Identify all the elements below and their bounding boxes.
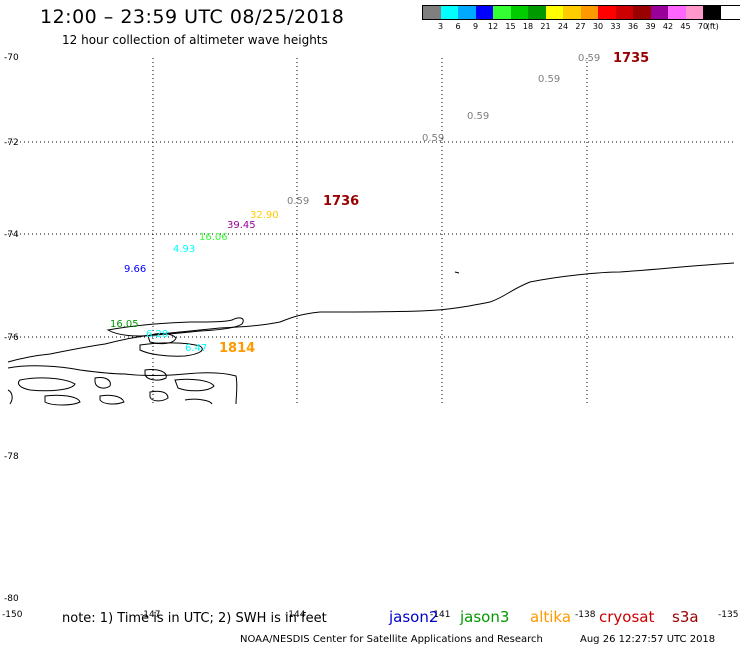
legend-label: 24 — [557, 22, 569, 31]
legend-label: 27 — [575, 22, 586, 31]
wave-height: 0.59 — [467, 111, 489, 122]
pass-time: 1735 — [613, 51, 649, 66]
legend-label: 21 — [540, 22, 551, 31]
page-subtitle: 12 hour collection of altimeter wave hei… — [62, 33, 328, 47]
legend-swatch — [633, 6, 651, 19]
satellite-cryosat: cryosat — [599, 608, 655, 626]
legend-swatch — [703, 6, 721, 19]
wave-height: 0.59 — [422, 133, 444, 144]
wave-height: 9.66 — [124, 264, 146, 275]
coastline — [7, 262, 735, 406]
wave-height: 16.05 — [110, 319, 139, 330]
pass-time: 1736 — [323, 194, 359, 209]
lon-label: -138 — [575, 610, 596, 620]
legend-label: 45 — [680, 22, 691, 31]
wave-height: 0.59 — [578, 53, 600, 64]
legend-swatch — [440, 6, 458, 19]
satellite-altika: altika — [530, 608, 572, 626]
graticule — [8, 58, 734, 405]
page-title: 12:00 – 23:59 UTC 08/25/2018 — [40, 6, 345, 28]
legend-swatch — [650, 6, 668, 19]
satellite-jason2: jason2 — [389, 608, 439, 626]
legend-label: 39 — [645, 22, 656, 31]
wave-height-readings: 0.59 0.59 0.59 0.59 0.59 32.90 39.45 16.… — [110, 53, 600, 354]
wave-height: 6.28 — [146, 329, 168, 340]
latitude-labels: -70 -72 -74 -76 -78 -80 — [4, 53, 19, 604]
legend-swatch — [685, 6, 703, 19]
credit-line: NOAA/NESDIS Center for Satellite Applica… — [240, 634, 543, 645]
legend-swatch — [580, 6, 598, 19]
longitude-labels: -150 -147 -144 -141 -138 -135 — [2, 610, 738, 620]
legend-label: 33 — [610, 22, 621, 31]
satellite-jason3: jason3 — [460, 608, 510, 626]
legend-swatch — [493, 6, 511, 19]
satellite-s3a: s3a — [672, 608, 699, 626]
legend-swatch — [423, 6, 441, 19]
lon-label: -144 — [285, 610, 306, 620]
generated-timestamp: Aug 26 12:27:57 UTC 2018 — [580, 634, 716, 645]
lat-label: -80 — [4, 594, 19, 604]
legend-label: 30 — [592, 22, 604, 31]
legend-labels: 3 6 9 12 15 18 21 24 27 30 33 36 39 42 45 70 (ft) — [422, 20, 740, 32]
lon-label: -135 — [718, 610, 738, 620]
lon-label: -150 — [2, 610, 23, 620]
legend-label: 15 — [505, 22, 516, 31]
wave-height: 16.06 — [199, 232, 228, 243]
lat-label: -78 — [4, 452, 19, 462]
legend-swatch — [615, 6, 633, 19]
legend-label: 18 — [522, 22, 534, 31]
wave-height: 6.47 — [185, 343, 207, 354]
wave-height: 0.59 — [287, 196, 309, 207]
legend-label: (ft) — [706, 22, 719, 31]
legend-swatch — [528, 6, 546, 19]
footer-note: note: 1) Time is in UTC; 2) SWH is in fe… — [62, 611, 327, 626]
lat-label: -74 — [4, 230, 19, 240]
legend-swatch — [598, 6, 616, 19]
legend-swatch — [510, 6, 528, 19]
wave-height: 32.90 — [250, 210, 279, 221]
legend-swatch — [475, 6, 493, 19]
lon-label: -141 — [430, 610, 450, 620]
legend-swatches — [422, 5, 740, 20]
legend-swatch — [668, 6, 686, 19]
pass-time: 1814 — [219, 341, 255, 356]
legend-swatch — [563, 6, 581, 19]
lat-label: -70 — [4, 53, 19, 63]
pass-times: 1735 1736 1814 — [219, 51, 649, 356]
legend-label: 3 — [437, 22, 444, 31]
legend-label: 70 — [697, 22, 709, 31]
lon-label: -147 — [140, 610, 160, 620]
lat-label: -76 — [4, 333, 19, 343]
legend-label: 6 — [455, 22, 461, 31]
legend-label: 36 — [627, 22, 639, 31]
color-legend: 3 6 9 12 15 18 21 24 27 30 33 36 39 42 45 70 (ft) — [422, 5, 740, 32]
legend-label: 12 — [487, 22, 499, 31]
legend-label: 42 — [662, 22, 674, 31]
wave-height: 39.45 — [227, 220, 256, 231]
legend-swatch — [458, 6, 476, 19]
legend-swatch — [545, 6, 563, 19]
wave-height: 0.59 — [538, 74, 560, 85]
legend-label: 9 — [472, 22, 479, 31]
lat-label: -72 — [4, 138, 19, 148]
wave-height: 4.93 — [173, 244, 195, 255]
